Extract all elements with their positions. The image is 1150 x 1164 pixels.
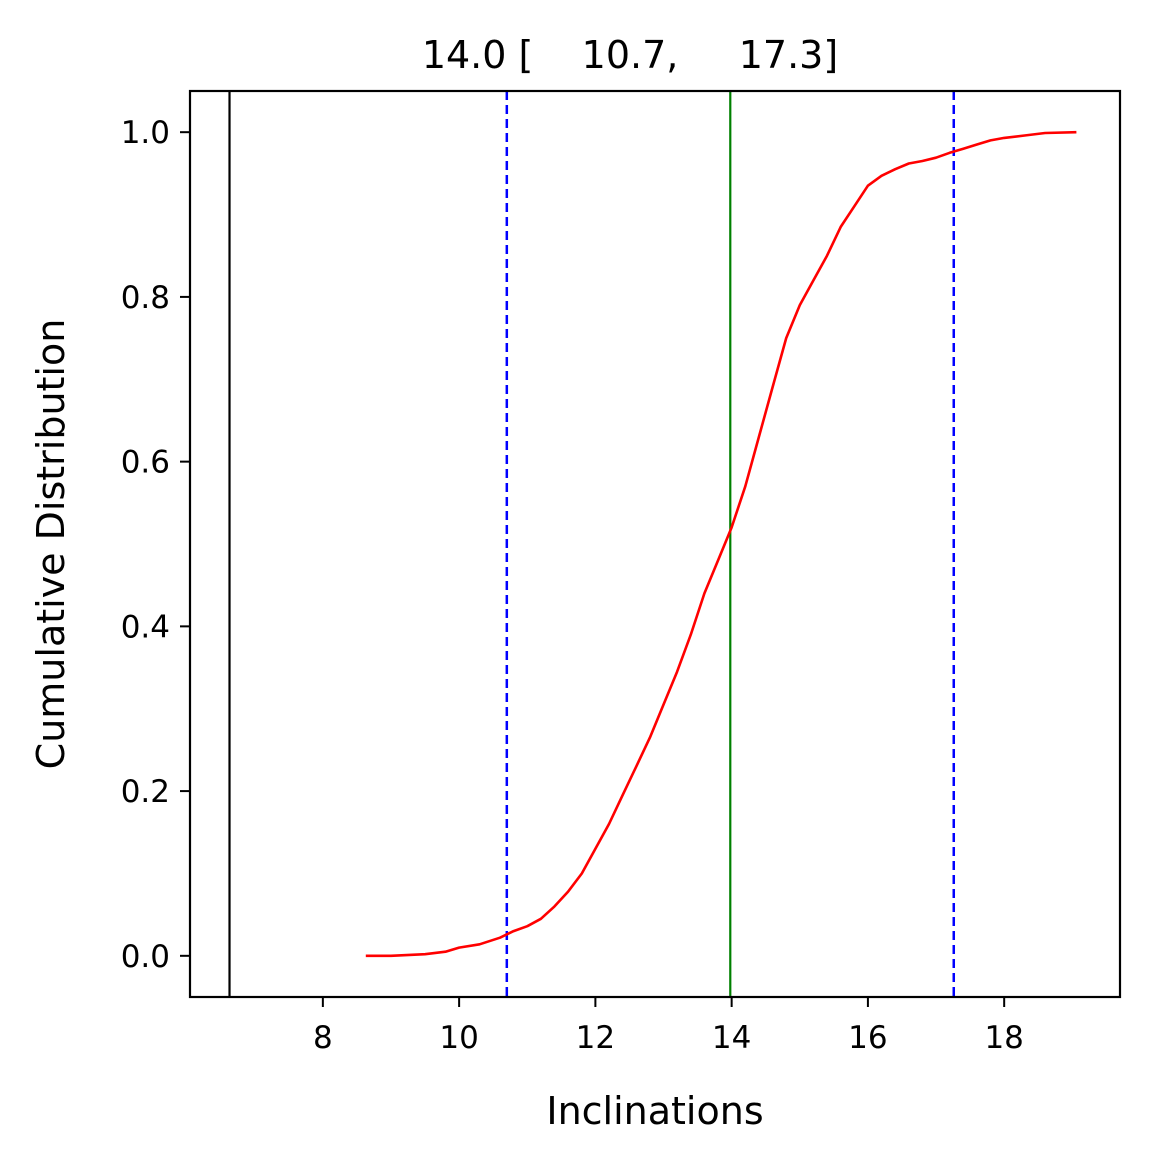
chart-title: 14.0 [ 10.7, 17.3] [422,33,838,77]
axes-frame [188,89,1122,999]
x-tick-label: 18 [984,1020,1023,1056]
y-axis: 0.0 0.2 0.4 0.6 0.8 1.0 [121,115,190,975]
x-tick-label: 8 [313,1020,333,1056]
y-tick-label: 1.0 [121,115,170,151]
cdf-line-1 [365,130,1077,958]
y-tick-label: 0.8 [121,280,170,316]
x-axis: 8 10 12 14 16 18 [313,997,1024,1056]
y-axis-label: Cumulative Distribution [29,319,73,770]
x-tick-label: 14 [712,1020,751,1056]
x-tick-label: 12 [576,1020,615,1056]
plot-area [228,91,1077,997]
y-tick-label: 0.6 [121,445,170,481]
x-tick-label: 10 [439,1020,478,1056]
y-tick-label: 0.2 [121,774,170,810]
y-tick-label: 0.4 [121,609,170,645]
y-tick-label: 0.0 [121,939,170,975]
x-axis-label: Inclinations [546,1089,763,1133]
x-tick-label: 16 [848,1020,887,1056]
